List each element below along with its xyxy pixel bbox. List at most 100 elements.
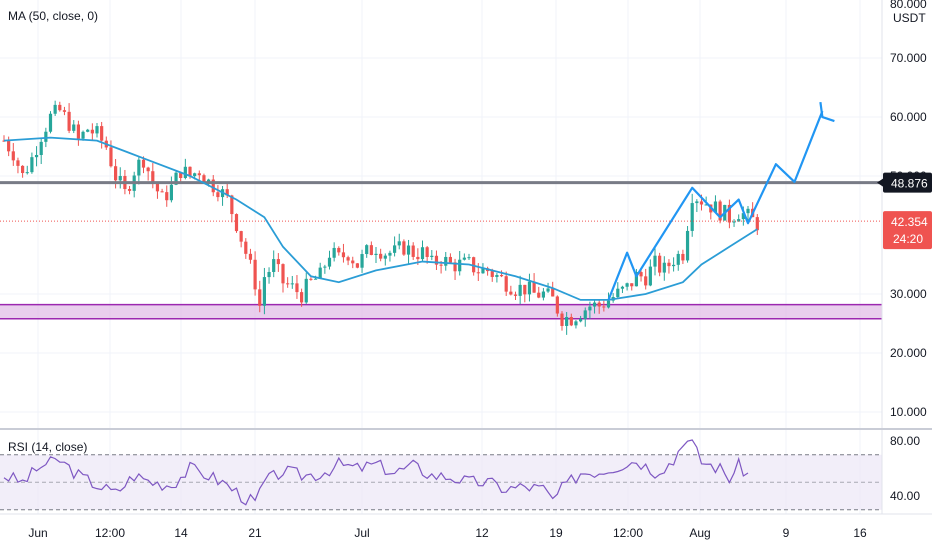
candle-body[interactable] [100, 126, 104, 141]
candle-body[interactable] [588, 306, 592, 311]
candle-body[interactable] [653, 255, 657, 267]
candle-body[interactable] [118, 176, 122, 181]
candle-body[interactable] [676, 253, 680, 265]
candle-body[interactable] [62, 110, 67, 112]
candle-body[interactable] [444, 256, 448, 266]
candle-body[interactable] [351, 260, 355, 264]
candle-body[interactable] [737, 219, 741, 222]
candle-body[interactable] [16, 160, 20, 166]
candle-body[interactable] [86, 129, 90, 132]
candle-body[interactable] [699, 201, 704, 205]
candle-body[interactable] [202, 175, 206, 183]
candle-body[interactable] [495, 274, 499, 277]
candle-body[interactable] [476, 272, 480, 274]
candle-body[interactable] [188, 166, 192, 177]
candle-body[interactable] [165, 192, 169, 201]
ma-legend[interactable]: MA (50, close, 0) [8, 9, 99, 23]
candle-body[interactable] [406, 245, 411, 255]
candle-body[interactable] [179, 172, 183, 178]
candle-body[interactable] [648, 266, 652, 286]
candle-body[interactable] [681, 253, 685, 261]
candle-body[interactable] [253, 259, 257, 290]
candle-body[interactable] [504, 276, 508, 292]
candle-body[interactable] [309, 278, 313, 280]
candle-body[interactable] [90, 129, 94, 134]
candle-body[interactable] [541, 291, 545, 298]
candle-body[interactable] [374, 253, 378, 255]
candle-body[interactable] [234, 214, 239, 232]
candle-body[interactable] [616, 288, 620, 298]
candle-body[interactable] [579, 319, 583, 322]
candle-body[interactable] [2, 140, 6, 142]
candle-body[interactable] [44, 131, 48, 142]
candle-body[interactable] [137, 159, 141, 176]
candle-body[interactable] [174, 172, 178, 185]
candle-body[interactable] [695, 201, 699, 204]
candle-body[interactable] [304, 278, 308, 303]
candle-body[interactable] [634, 272, 638, 287]
candle-body[interactable] [592, 302, 597, 307]
candle-body[interactable] [620, 286, 625, 289]
candle-body[interactable] [499, 274, 504, 277]
candle-body[interactable] [416, 256, 420, 260]
candle-body[interactable] [290, 283, 294, 285]
candle-body[interactable] [565, 316, 569, 326]
candle-body[interactable] [546, 288, 550, 292]
candle-body[interactable] [300, 292, 304, 303]
candle-body[interactable] [141, 159, 146, 168]
candle-body[interactable] [81, 131, 85, 139]
candle-body[interactable] [625, 283, 629, 287]
candle-body[interactable] [602, 306, 606, 308]
candle-body[interactable] [72, 124, 76, 131]
candle-body[interactable] [658, 255, 662, 273]
candle-body[interactable] [741, 213, 745, 220]
candle-body[interactable] [127, 189, 132, 191]
candle-body[interactable] [262, 277, 266, 306]
candle-body[interactable] [365, 245, 369, 255]
candle-body[interactable] [30, 157, 34, 173]
candle-body[interactable] [718, 201, 722, 221]
candle-body[interactable] [379, 253, 383, 259]
candle-body[interactable] [430, 255, 434, 257]
candle-body[interactable] [216, 192, 220, 198]
candle-body[interactable] [318, 267, 322, 279]
rsi-line[interactable] [3, 439, 749, 506]
candle-body[interactable] [448, 256, 452, 263]
candle-body[interactable] [467, 257, 471, 259]
candle-body[interactable] [425, 247, 429, 257]
candle-body[interactable] [630, 283, 634, 287]
candle-body[interactable] [532, 281, 536, 293]
candle-body[interactable] [327, 257, 332, 267]
candle-body[interactable] [662, 262, 666, 273]
candle-body[interactable] [25, 172, 29, 174]
candle-body[interactable] [667, 262, 671, 267]
projection-drawing[interactable] [607, 110, 824, 301]
candle-body[interactable] [704, 204, 708, 206]
candle-body[interactable] [555, 296, 559, 314]
candle-body[interactable] [286, 283, 290, 285]
candle-body[interactable] [569, 316, 573, 326]
candle-body[interactable] [346, 257, 350, 261]
candle-body[interactable] [458, 259, 462, 272]
candle-body[interactable] [439, 264, 443, 266]
support-zone[interactable] [0, 304, 882, 319]
candle-body[interactable] [332, 247, 336, 258]
candle-body[interactable] [713, 201, 718, 213]
candle-body[interactable] [323, 266, 327, 268]
candle-body[interactable] [472, 257, 476, 273]
candle-body[interactable] [727, 204, 731, 223]
candle-body[interactable] [672, 264, 676, 267]
candle-body[interactable] [39, 141, 43, 155]
candle-body[interactable] [239, 231, 243, 242]
candle-body[interactable] [58, 104, 62, 111]
candle-body[interactable] [402, 241, 406, 255]
candle-body[interactable] [411, 245, 415, 257]
candle-body[interactable] [109, 147, 113, 167]
candle-body[interactable] [490, 271, 494, 277]
candle-body[interactable] [606, 300, 611, 308]
candle-body[interactable] [193, 173, 197, 177]
candle-body[interactable] [225, 189, 229, 196]
candle-body[interactable] [34, 154, 39, 158]
candle-body[interactable] [481, 268, 485, 274]
